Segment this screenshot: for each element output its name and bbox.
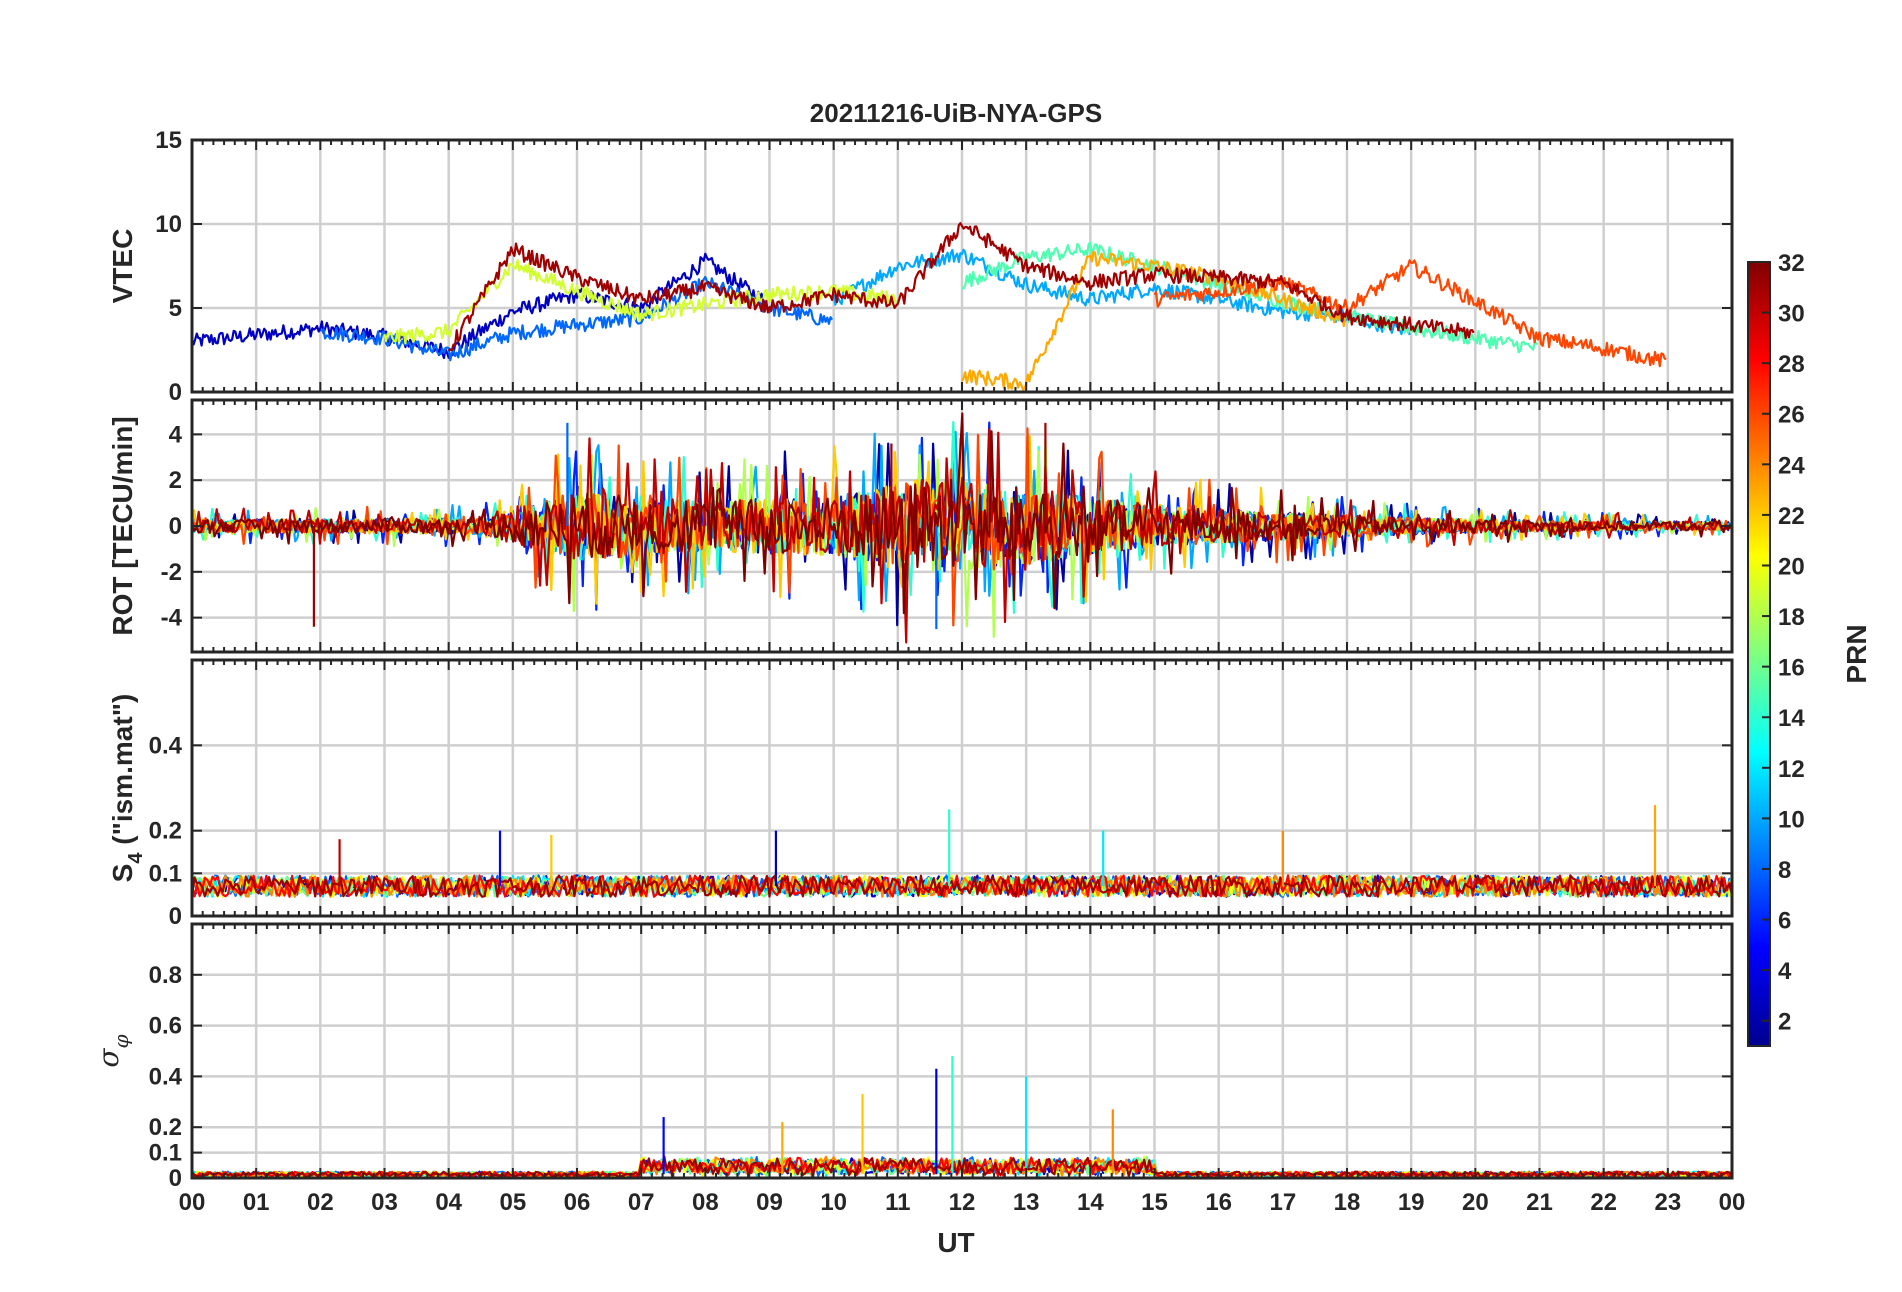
panel-3: 00.10.20.4S4 ("ism.mat") xyxy=(107,658,1734,930)
x-tick-label: 13 xyxy=(1013,1189,1040,1216)
y-tick-label: 0.1 xyxy=(149,860,182,887)
series-prn-3 xyxy=(192,252,769,360)
colorbar-tick-label: 24 xyxy=(1778,452,1805,479)
x-tick-label: 06 xyxy=(564,1189,591,1216)
colorbar-tick-label: 26 xyxy=(1778,402,1805,429)
x-tick-label: 08 xyxy=(692,1189,719,1216)
x-tick-label: 21 xyxy=(1526,1189,1553,1216)
traces xyxy=(192,222,1667,391)
y-tick-label: 0.6 xyxy=(149,1013,182,1040)
y-tick-label: 0.1 xyxy=(149,1140,182,1167)
x-tick-label: 05 xyxy=(499,1189,526,1216)
x-tick-label: 00 xyxy=(179,1189,206,1216)
y-axis-label: ROT [TECU/min] xyxy=(107,416,138,635)
x-tick-label: 18 xyxy=(1334,1189,1361,1216)
x-tick-label: 20 xyxy=(1462,1189,1489,1216)
x-tick-label: 17 xyxy=(1269,1189,1296,1216)
y-tick-label: 0 xyxy=(169,1165,182,1192)
traces xyxy=(192,805,1732,898)
panel-2: -4 -2 0 2 4 ROT [TECU/min] xyxy=(107,398,1734,654)
y-tick-label: 4 xyxy=(169,421,183,448)
x-tick-label: 15 xyxy=(1141,1189,1168,1216)
x-tick-label: 16 xyxy=(1205,1189,1232,1216)
y-tick-label: 0.2 xyxy=(149,818,182,845)
colorbar-tick-label: 6 xyxy=(1778,908,1791,935)
colorbar-tick-label: 10 xyxy=(1778,806,1805,833)
panel-1: 0 5 10 15 VTEC xyxy=(107,127,1734,406)
y-tick-label: -4 xyxy=(161,605,183,632)
y-tick-label: 2 xyxy=(169,467,182,494)
x-tick-label: 07 xyxy=(628,1189,655,1216)
colorbar-tick-label: 4 xyxy=(1778,958,1792,985)
y-tick-label: 0 xyxy=(169,513,182,540)
chart-title: 20211216-UiB-NYA-GPS xyxy=(810,98,1102,128)
y-tick-label: 0 xyxy=(169,379,182,406)
series-prn-31 xyxy=(192,874,1732,898)
x-axis-label: UT xyxy=(937,1227,974,1258)
series-prn-24 xyxy=(192,874,1732,898)
y-tick-label: 15 xyxy=(155,127,182,154)
colorbar-tick-label: 18 xyxy=(1778,604,1805,631)
colorbar-tick-label: 12 xyxy=(1778,756,1805,783)
x-tick-label: 00 xyxy=(1719,1189,1746,1216)
y-axis-label-sub: 4 xyxy=(125,852,147,864)
x-tick-label: 14 xyxy=(1077,1189,1104,1216)
series-prn-32 xyxy=(192,412,1732,615)
y-axis-label-sub: φ xyxy=(109,1034,133,1048)
colorbar-tick-label: 32 xyxy=(1778,250,1805,277)
y-tick-label: 0.2 xyxy=(149,1114,182,1141)
y-axis-label: VTEC xyxy=(107,229,138,304)
x-tick-label: 09 xyxy=(756,1189,783,1216)
panel-4: 00.10.2 0.4 0.6 0.8 σφ xyxy=(92,922,1734,1192)
colorbar-tick-label: 2 xyxy=(1778,1009,1791,1036)
colorbar-label: PRN xyxy=(1841,624,1872,683)
x-tick-label: 02 xyxy=(307,1189,334,1216)
series-prn-31 xyxy=(447,222,1475,352)
y-axis-label: σφ xyxy=(92,1034,133,1067)
series-prn-19 xyxy=(383,258,898,345)
colorbar-tick-label: 14 xyxy=(1778,705,1805,732)
x-tick-label: 04 xyxy=(435,1189,462,1216)
y-tick-label: 0.8 xyxy=(149,962,182,989)
y-tick-label: 0 xyxy=(169,903,182,930)
traces xyxy=(192,412,1732,644)
y-tick-label: 0.4 xyxy=(149,732,183,759)
x-tick-labels: 00 01 02 03 04 05 06 07 08 09 10 11 12 13 14 15 16 17 18 19… xyxy=(179,1189,1746,1216)
y-tick-label: 0.4 xyxy=(149,1063,183,1090)
x-tick-label: 03 xyxy=(371,1189,398,1216)
colorbar-tick-label: 8 xyxy=(1778,857,1791,884)
y-axis-label-main: σ xyxy=(92,1048,125,1068)
colorbar-tick-label: 30 xyxy=(1778,301,1805,328)
x-tick-label: 22 xyxy=(1590,1189,1617,1216)
series-prn-15 xyxy=(961,241,1539,354)
x-tick-label: 23 xyxy=(1654,1189,1681,1216)
x-tick-label: 01 xyxy=(243,1189,270,1216)
colorbar-tick-label: 20 xyxy=(1778,553,1805,580)
y-axis-label-main: S xyxy=(107,864,138,883)
colorbar-tick-label: 28 xyxy=(1778,351,1805,378)
y-tick-label: 5 xyxy=(169,295,182,322)
y-tick-label: -2 xyxy=(161,559,182,586)
x-tick-label: 10 xyxy=(820,1189,847,1216)
series-prn-26 xyxy=(1153,259,1667,368)
y-axis-label: S4 ("ism.mat") xyxy=(107,694,147,883)
y-axis-label-rest: ("ism.mat") xyxy=(107,694,138,853)
colorbar-tick-label: 22 xyxy=(1778,503,1805,530)
x-tick-label: 11 xyxy=(885,1189,910,1216)
x-tick-label: 12 xyxy=(949,1189,976,1216)
y-tick-label: 10 xyxy=(155,211,182,238)
series-prn-28 xyxy=(192,874,1732,898)
colorbar-gradient xyxy=(1747,261,1771,1047)
colorbar-tick-label: 16 xyxy=(1778,655,1805,682)
x-tick-label: 19 xyxy=(1398,1189,1425,1216)
